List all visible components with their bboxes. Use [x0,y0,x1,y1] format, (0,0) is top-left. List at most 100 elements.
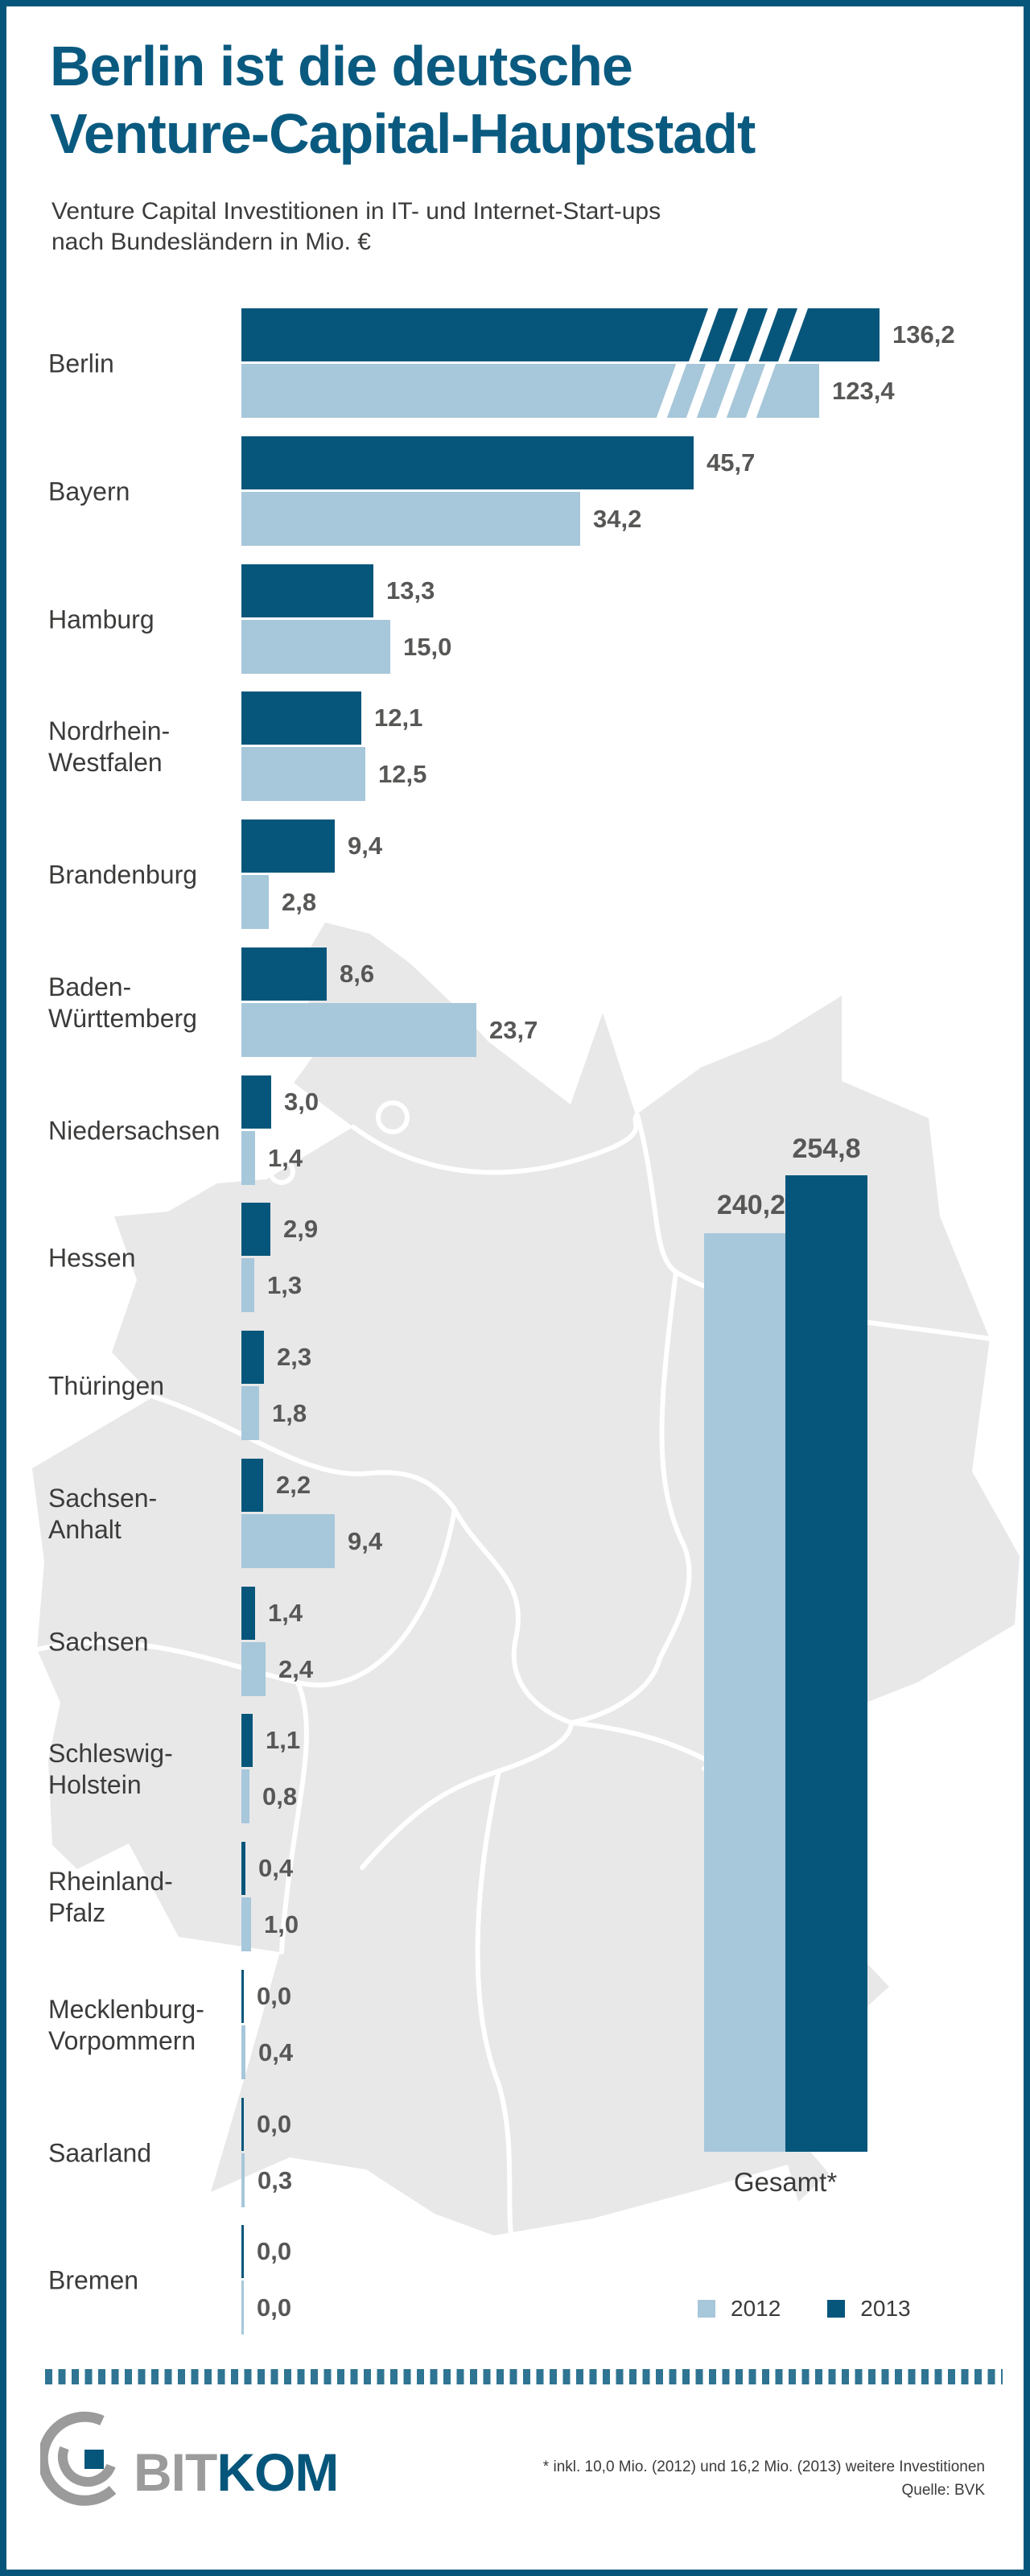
value-2012: 123,4 [832,377,895,405]
bar-2013 [241,1459,263,1512]
state-label: Niedersachsen [48,1116,220,1145]
logo-outer-arc-icon [40,2411,117,2506]
footnote: * inkl. 10,0 Mio. (2012) und 16,2 Mio. (… [543,2455,985,2502]
footnote-line-1: * inkl. 10,0 Mio. (2012) und 16,2 Mio. (… [542,2458,985,2475]
bitkom-logo: BITKOM [40,2411,339,2506]
value-2012: 0,8 [262,1782,298,1810]
gesamt-bar-2012 [704,1233,785,2152]
bar-2013 [241,691,361,745]
logo-text-bit: BIT [134,2442,217,2502]
state-row-badenwrttemberg: Baden- Württemberg 8,6 23,7 [0,947,1030,1058]
bar-2013 [241,564,373,617]
value-2012: 9,4 [348,1527,383,1555]
value-2013: 2,2 [276,1471,311,1499]
state-label: Hessen [48,1243,136,1272]
value-2012: 1,3 [267,1271,303,1299]
value-2013: 0,0 [257,2110,292,2138]
bar-2012 [241,620,390,674]
bar-2012 [241,1003,476,1057]
bar-2013 [241,1714,253,1767]
bar-2013 [241,1587,255,1640]
state-row-bremen: Bremen 0,0 0,0 [0,2225,1030,2335]
bar-2013 [241,2098,244,2151]
value-2013: 0,0 [257,1982,292,2010]
state-row-hessen: Hessen 2,9 1,3 [0,1203,1030,1313]
value-2012: 1,4 [268,1144,303,1172]
bar-2013 [241,947,327,1001]
bar-2013 [241,1203,270,1256]
bar-2012 [241,364,819,418]
value-2012: 2,4 [278,1655,314,1683]
bar-2013 [241,1331,264,1384]
value-2012: 0,3 [258,2166,293,2194]
bar-2012 [241,1769,249,1823]
bar-2012 [241,1897,251,1951]
axis-break-stripes-icon [653,364,785,418]
state-label: Brandenburg [48,860,198,889]
value-2013: 136,2 [892,320,955,349]
subtitle-line-1: Venture Capital Investitionen in IT- und… [52,198,661,225]
footnote-line-2: Quelle: BVK [901,2482,986,2499]
state-label: Nordrhein- Westfalen [48,716,171,777]
bar-2013 [241,308,880,361]
state-label: Saarland [48,2138,152,2167]
legend-label-2012: 2012 [731,2296,781,2321]
logo-inner-arc-icon [58,2446,116,2487]
legend-label-2013: 2013 [860,2296,911,2321]
separator-dashes [45,2369,1003,2384]
state-row-sachsenanhalt: Sachsen- Anhalt 2,2 9,4 [0,1459,1030,1569]
value-2013: 3,0 [284,1088,319,1116]
bar-2012 [241,875,269,929]
state-row-berlin: Berlin 136,2 123,4 [0,308,1030,419]
bar-2012 [241,492,580,546]
bar-2012 [241,1642,266,1696]
bar-2013 [241,2225,244,2278]
state-row-saarland: Saarland 0,0 0,3 [0,2098,1030,2208]
state-label: Berlin [48,349,114,378]
bar-2012 [241,2281,244,2334]
state-label: Rheinland- Pfalz [48,1866,173,1927]
value-2012: 1,8 [272,1399,307,1427]
value-2013: 45,7 [707,448,756,477]
legend-swatch-2013 [827,2300,846,2318]
state-row-bayern: Bayern 45,7 34,2 [0,436,1030,547]
logo-square-icon [84,2450,104,2469]
state-label: Baden- Württemberg [48,972,197,1033]
state-row-hamburg: Hamburg 13,3 15,0 [0,564,1030,675]
state-label: Hamburg [48,605,154,634]
state-row-thringen: Thüringen 2,3 1,8 [0,1331,1030,1441]
legend: 2012 2013 [698,2296,911,2321]
title-line-2: Venture-Capital-Hauptstadt [50,102,756,165]
bar-2013 [241,1842,245,1895]
value-2012: 2,8 [282,888,317,916]
bar-2012 [241,747,365,801]
value-2013: 0,4 [258,1854,294,1882]
state-row-sachsen: Sachsen 1,4 2,4 [0,1587,1030,1697]
bar-2013 [241,1075,271,1129]
bar-2012 [241,2153,245,2207]
state-row-rheinlandpfalz: Rheinland- Pfalz 0,4 1,0 [0,1842,1030,1952]
state-label: Bremen [48,2265,139,2294]
state-row-nordrheinwestfalen: Nordrhein- Westfalen 12,1 12,5 [0,691,1030,802]
bar-2013 [241,436,694,489]
value-2012: 15,0 [403,633,452,661]
value-2013: 2,9 [283,1215,319,1243]
svg-text:BITKOM: BITKOM [134,2442,338,2502]
state-row-brandenburg: Brandenburg 9,4 2,8 [0,819,1030,930]
value-2013: 2,3 [277,1343,312,1371]
subtitle-line-2: nach Bundesländern in Mio. € [52,229,371,255]
value-2012: 23,7 [489,1016,538,1044]
value-2012: 12,5 [378,760,427,788]
value-2012: 34,2 [593,505,642,533]
subtitle: Venture Capital Investitionen in IT- und… [52,196,661,258]
state-row-schleswigholstein: Schleswig- Holstein 1,1 0,8 [0,1714,1030,1824]
state-label: Thüringen [48,1371,165,1400]
bar-2013 [241,819,335,873]
value-2012: 0,0 [257,2293,292,2322]
bar-2012 [241,1514,335,1568]
gesamt-value-2012: 240,2 [716,1190,785,1220]
value-2013: 1,1 [266,1726,301,1754]
state-label: Sachsen- Anhalt [48,1483,158,1544]
value-2013: 8,6 [340,960,375,988]
bar-2012 [241,1258,254,1312]
